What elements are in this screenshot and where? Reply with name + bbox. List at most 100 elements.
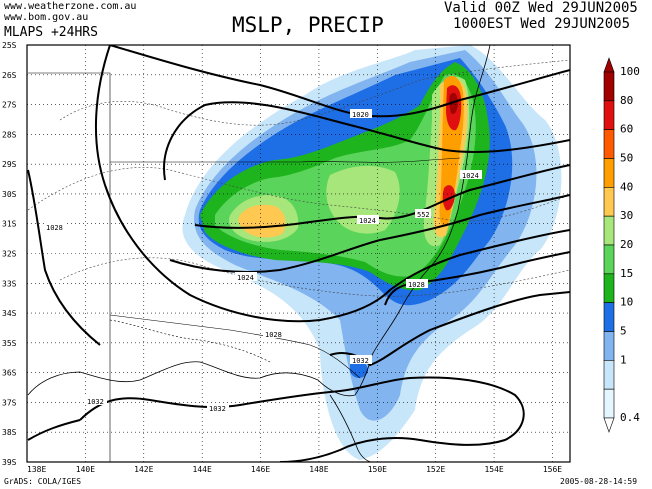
colorbar-level-label: 30 <box>620 209 633 222</box>
site-url-bom: www.bom.gov.au <box>4 12 89 23</box>
thickness-line-3 <box>59 257 570 297</box>
colorbar-segment <box>603 215 615 246</box>
isobar-label: 1032 <box>209 405 226 413</box>
colorbar-segment <box>603 71 615 102</box>
colorbar-bottom-arrow <box>603 417 615 433</box>
longitude-labels: 138E 140E 142E 144E 146E 148E 150E 152E 154E 156E <box>27 465 562 474</box>
colorbar-segment <box>603 100 615 130</box>
state-border-nsw-vic <box>109 314 361 379</box>
lat-tick-label: 34S <box>2 309 17 318</box>
isobar-label: 1032 <box>352 357 369 365</box>
colorbar-level-label: 5 <box>620 325 627 338</box>
colorbar-segment <box>603 331 615 361</box>
tasmania-approach <box>329 394 373 462</box>
colorbar-level-label: 20 <box>620 238 633 251</box>
colorbar-segment <box>603 302 615 332</box>
state-borders <box>28 72 461 462</box>
lat-tick-label: 30S <box>2 190 17 199</box>
isobar-1032-sw <box>27 419 81 441</box>
isobar-label: 1028 <box>265 331 282 339</box>
colorbar-level-label: 15 <box>620 267 633 280</box>
isobar-1028-west <box>94 45 570 323</box>
lon-tick-label: 140E <box>76 465 95 474</box>
lon-tick-label: 142E <box>134 465 153 474</box>
lat-tick-label: 37S <box>2 398 17 407</box>
lon-tick-label: 144E <box>193 465 212 474</box>
colorbar-segment <box>603 273 615 303</box>
colorbar-segment <box>603 388 615 419</box>
isobar-1024-loop <box>163 101 570 181</box>
latitude-labels: 25S 26S 27S 28S 29S 30S 31S 32S 33S 34S 35S 36S 37S 3… <box>2 41 17 467</box>
precip-area-100mm <box>449 92 458 114</box>
isobar-label: 1028 <box>408 281 425 289</box>
thickness-line-2 <box>27 167 570 222</box>
lon-tick-label: 146E <box>251 465 270 474</box>
lat-tick-label: 33S <box>2 279 17 288</box>
colorbar-level-label: 80 <box>620 94 633 107</box>
precip-area-30mm-central <box>326 165 400 234</box>
state-border-sa-nt <box>28 72 111 462</box>
colorbar-level-label: 10 <box>620 296 633 309</box>
site-url-weatherzone: www.weatherzone.com.au <box>4 1 137 12</box>
lon-tick-label: 156E <box>543 465 562 474</box>
colorbar-level-label: 40 <box>620 180 633 193</box>
render-timestamp: 2005-08-28-14:59 <box>560 477 638 486</box>
precip-colorbar: 100 80 60 50 40 30 20 15 10 5 1 0.4 <box>603 57 640 433</box>
isobar-label: 1032 <box>87 398 104 406</box>
lon-tick-label: 138E <box>27 465 46 474</box>
isobar-labels: 1020 1024 1024 1024 1028 1028 1028 1032 … <box>44 109 482 413</box>
lat-tick-label: 35S <box>2 339 17 348</box>
lon-tick-label: 148E <box>309 465 328 474</box>
colorbar-level-label: 0.4 <box>620 411 640 424</box>
isobar-1024-south <box>169 194 570 273</box>
colorbar-level-label: 60 <box>620 123 633 136</box>
colorbar-level-label: 50 <box>620 152 633 165</box>
colorbar-level-label: 100 <box>620 65 640 78</box>
lat-tick-label: 27S <box>2 101 17 110</box>
lat-tick-label: 38S <box>2 428 17 437</box>
grads-credit: GrADS: COLA/IGES <box>4 477 82 486</box>
valid-time-local: 1000EST Wed 29JUN2005 <box>453 16 631 32</box>
isobar-1032-south <box>79 376 525 462</box>
isobar-label: 1024 <box>359 217 376 225</box>
lat-tick-label: 31S <box>2 220 17 229</box>
lat-lon-grid <box>27 45 570 462</box>
isobar-1028-east <box>384 251 570 306</box>
coastline <box>27 45 491 462</box>
isobar-label: 1024 <box>237 274 254 282</box>
isobar-label: 1028 <box>46 224 63 232</box>
thickness-label: 552 <box>417 211 430 219</box>
colorbar-segment <box>603 360 615 390</box>
lon-tick-label: 152E <box>426 465 445 474</box>
colorbar-segment <box>603 129 615 159</box>
colorbar-level-label: 1 <box>620 353 627 366</box>
model-label: MLAPS +24HRS <box>4 25 98 40</box>
river-murray <box>109 319 271 363</box>
colorbar-segment <box>603 244 615 275</box>
colorbar-segment <box>603 187 615 217</box>
lon-tick-label: 150E <box>368 465 387 474</box>
lat-tick-label: 25S <box>2 41 17 50</box>
isobar-label: 1024 <box>462 172 479 180</box>
thickness-lines <box>27 59 570 297</box>
isobar-1024-central <box>194 164 570 229</box>
page-title: MSLP, PRECIP <box>232 13 384 37</box>
state-border-nsw-qld <box>110 157 461 163</box>
precip-area-40mm <box>238 204 286 238</box>
colorbar-top-arrow <box>603 57 615 73</box>
colorbar-segment <box>603 158 615 188</box>
lat-tick-label: 26S <box>2 71 17 80</box>
valid-time-utc: Valid 00Z Wed 29JUN2005 <box>444 0 638 16</box>
isobar-1028-far-west <box>27 169 101 346</box>
thickness-552 <box>59 59 570 126</box>
isobar-label: 1020 <box>352 111 369 119</box>
coast-path <box>27 45 491 397</box>
precipitation-layer <box>182 45 562 460</box>
lat-tick-label: 32S <box>2 250 17 259</box>
plot-frame <box>26 44 571 463</box>
lon-tick-label: 154E <box>484 465 503 474</box>
lat-tick-label: 29S <box>2 160 17 169</box>
lat-tick-label: 39S <box>2 458 17 467</box>
lat-tick-label: 36S <box>2 369 17 378</box>
